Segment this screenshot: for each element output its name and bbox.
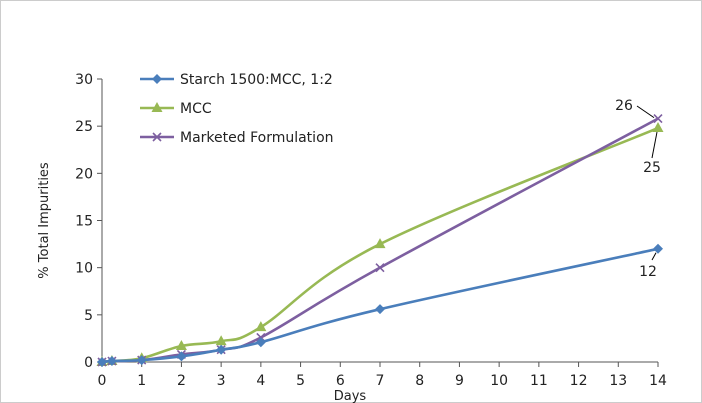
series-layer [96, 114, 664, 367]
legend-label: Marketed Formulation [180, 130, 334, 146]
y-tick-label: 0 [84, 355, 93, 371]
data-point-starch-1500-mcc-1-2 [375, 304, 385, 315]
data-point-starch-1500-mcc-1-2 [136, 355, 147, 366]
data-point-mcc [215, 335, 227, 346]
x-tick-label: 2 [177, 373, 186, 389]
x-axis-title: Days [334, 389, 367, 403]
legend-swatch-marker [151, 102, 163, 112]
y-tick-label: 20 [75, 166, 93, 182]
x-tick-label: 11 [530, 373, 548, 389]
y-tick-label: 15 [75, 214, 93, 230]
legend-label: Starch 1500:MCC, 1:2 [180, 72, 333, 88]
legend: Starch 1500:MCC, 1:2 MCC Marketed Formulat… [140, 72, 334, 146]
y-tick-label: 30 [75, 72, 93, 88]
legend-item-starch-1500-mcc-1-2: Starch 1500:MCC, 1:2 [140, 72, 333, 88]
legend-item-mcc: MCC [140, 101, 212, 117]
data-point-marketed-formulation [375, 263, 385, 273]
legend-swatch-marker [152, 132, 162, 142]
x-tick-label: 1 [137, 373, 146, 389]
data-point-starch-1500-mcc-1-2 [176, 351, 187, 362]
annotation-mcc: 25 [643, 131, 661, 176]
x-tick-label: 4 [256, 373, 265, 389]
data-point-starch-1500-mcc-1-2 [106, 356, 117, 367]
data-point-starch-1500-mcc-1-2 [255, 337, 266, 348]
data-point-mcc [175, 339, 187, 350]
x-tick-label: 8 [415, 373, 424, 389]
x-tick-label: 0 [98, 373, 107, 389]
annotation-starch-1500-mcc-1-2: 12 [639, 252, 657, 280]
data-label: 26 [615, 98, 633, 114]
data-point-starch-1500-mcc-1-2 [653, 243, 663, 254]
legend-label: MCC [180, 101, 212, 117]
data-point-mcc [374, 238, 386, 249]
y-tick-label: 5 [84, 308, 93, 324]
x-tick-label: 9 [455, 373, 464, 389]
legend-item-marketed-formulation: Marketed Formulation [140, 130, 334, 146]
x-tick-label: 3 [217, 373, 226, 389]
series-starch-1500-mcc-1-2 [97, 243, 663, 367]
annotation-leader-line [651, 252, 657, 261]
x-tick-label: 12 [570, 373, 588, 389]
x-tick-label: 6 [336, 373, 345, 389]
x-tick-label: 5 [296, 373, 305, 389]
data-point-mcc [652, 122, 664, 133]
x-tick-label: 10 [490, 373, 508, 389]
legend-swatch-marker [152, 74, 162, 84]
x-tick-label: 7 [376, 373, 385, 389]
annotations: 26 25 12 [615, 98, 661, 280]
y-axis-title: % Total Impurities [37, 162, 52, 279]
data-label: 12 [639, 264, 657, 280]
x-tick-label: 13 [609, 373, 627, 389]
annotation-leader-line [636, 105, 655, 119]
data-point-marketed-formulation [653, 114, 663, 124]
annotation-marketed-formulation: 26 [615, 98, 655, 119]
y-tick-label: 25 [75, 119, 93, 135]
data-point-starch-1500-mcc-1-2 [216, 344, 227, 355]
x-tick-label: 14 [649, 373, 667, 389]
data-point-mcc [255, 321, 267, 332]
annotation-leader-line [651, 131, 658, 159]
y-tick-label: 10 [75, 261, 93, 277]
data-label: 25 [643, 160, 661, 176]
data-point-starch-1500-mcc-1-2 [97, 357, 107, 367]
